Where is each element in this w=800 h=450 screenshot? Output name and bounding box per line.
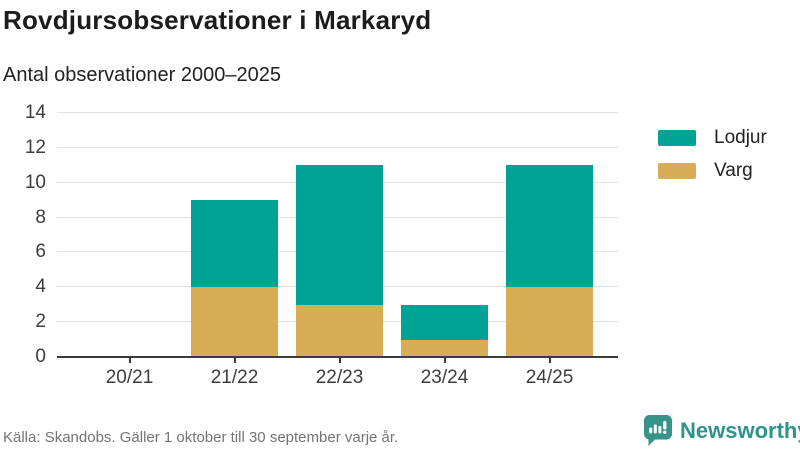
x-tick-label-20-21: 20/21 [105,367,154,388]
brand-logo: Newsworthy [643,414,800,447]
gridline-y14 [57,112,618,113]
x-tick-label-23-24: 23/24 [420,367,469,388]
legend: Lodjur Varg [658,127,767,193]
legend-swatch-lodjur [658,130,696,146]
x-tick-22-23 [338,357,341,363]
chart-subtitle: Antal observationer 2000–2025 [3,64,281,86]
chart-title: Rovdjursobservationer i Markaryd [3,5,432,35]
bar-lodjur-22-23 [296,165,383,305]
y-tick-label-0: 0 [35,346,46,367]
newsworthy-icon [644,415,672,446]
bar-varg-21-22 [191,287,278,357]
x-tick-21-22 [233,357,236,363]
y-tick-label-2: 2 [35,311,46,333]
legend-swatch-varg [658,163,696,179]
legend-item-varg: Varg [658,160,767,182]
brand-name: Newsworthy [680,417,800,443]
x-tick-24-25 [548,357,551,363]
x-tick-label-24-25: 24/25 [525,367,574,388]
bar-varg-23-24 [401,339,488,357]
legend-item-lodjur: Lodjur [658,127,767,149]
plot-area [57,112,618,358]
bar-lodjur-24-25 [506,165,593,288]
x-tick-20-21 [128,357,131,363]
y-tick-label-12: 12 [24,136,46,158]
y-tick-label-10: 10 [24,171,46,193]
bar-lodjur-21-22 [191,200,278,288]
bar-lodjur-23-24 [401,304,488,340]
x-axis-baseline [57,356,618,358]
y-tick-label-6: 6 [35,241,46,263]
x-tick-23-24 [443,357,446,363]
x-tick-label-21-22: 21/22 [210,367,259,388]
gridline-y12 [57,146,618,148]
bar-varg-24-25 [506,287,593,357]
y-tick-label-14: 14 [24,102,46,123]
legend-label-lodjur: Lodjur [714,127,767,148]
x-tick-label-22-23: 22/23 [315,367,364,388]
y-tick-label-4: 4 [35,276,46,298]
y-tick-label-8: 8 [35,206,46,228]
legend-label-varg: Varg [714,160,753,181]
bar-varg-22-23 [296,304,383,357]
source-note: Källa: Skandobs. Gäller 1 oktober till 3… [3,429,399,446]
